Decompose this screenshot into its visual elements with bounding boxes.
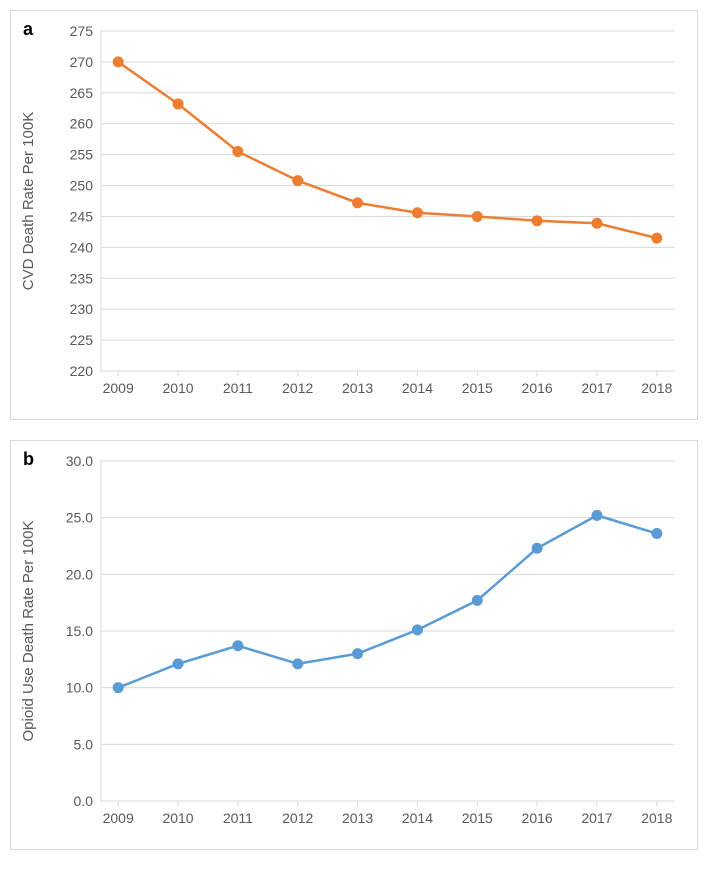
x-tick-label: 2013 bbox=[342, 380, 373, 396]
data-marker bbox=[293, 659, 303, 669]
data-marker bbox=[472, 211, 482, 221]
y-tick-label: 15.0 bbox=[66, 623, 93, 639]
x-tick-label: 2018 bbox=[641, 380, 672, 396]
x-tick-label: 2017 bbox=[581, 380, 612, 396]
y-tick-label: 25.0 bbox=[66, 510, 93, 526]
x-tick-label: 2012 bbox=[282, 380, 313, 396]
y-tick-label: 235 bbox=[70, 270, 94, 286]
chart-a-container: a 220 225 230 235 240 245 250 255 260 265 270 275 20… bbox=[10, 10, 698, 420]
x-tick-label: 2015 bbox=[462, 380, 493, 396]
data-marker bbox=[353, 198, 363, 208]
x-tick-label: 2016 bbox=[522, 380, 553, 396]
y-tick-label: 230 bbox=[70, 301, 94, 317]
data-marker bbox=[233, 147, 243, 157]
y-tick-label: 260 bbox=[70, 116, 94, 132]
y-tick-label: 255 bbox=[70, 147, 94, 163]
data-marker bbox=[233, 641, 243, 651]
x-tick-label: 2016 bbox=[522, 810, 553, 826]
panel-label-b: b bbox=[23, 449, 34, 470]
y-tick-label: 20.0 bbox=[66, 566, 93, 582]
data-marker bbox=[113, 57, 123, 67]
y-tick-label: 265 bbox=[70, 85, 94, 101]
y-tick-label: 245 bbox=[70, 208, 94, 224]
data-marker bbox=[173, 659, 183, 669]
y-axis-label: CVD Death Rate Per 100K bbox=[20, 112, 37, 290]
y-tick-label: 10.0 bbox=[66, 680, 93, 696]
y-tick-label: 275 bbox=[70, 23, 94, 39]
y-axis-label: Opioid Use Death Rate Per 100K bbox=[20, 521, 37, 742]
x-tick-label: 2012 bbox=[282, 810, 313, 826]
chart-b-container: b 0.0 5.0 10.0 15.0 20.0 25.0 30.0 2009 2010 2011… bbox=[10, 440, 698, 850]
data-marker bbox=[353, 649, 363, 659]
data-marker bbox=[412, 625, 422, 635]
x-tick-label: 2009 bbox=[103, 380, 134, 396]
data-line bbox=[118, 515, 657, 687]
x-tick-label: 2010 bbox=[162, 380, 193, 396]
chart-b-svg: 0.0 5.0 10.0 15.0 20.0 25.0 30.0 2009 2010 2011 20… bbox=[11, 441, 699, 851]
x-tick-label: 2014 bbox=[402, 380, 433, 396]
x-tick-label: 2014 bbox=[402, 810, 433, 826]
y-tick-label: 270 bbox=[70, 54, 94, 70]
y-tick-label: 220 bbox=[70, 363, 94, 379]
data-marker bbox=[532, 216, 542, 226]
data-marker bbox=[113, 683, 123, 693]
x-tick-label: 2011 bbox=[223, 810, 253, 826]
x-tick-label: 2013 bbox=[342, 810, 373, 826]
panel-label-a: a bbox=[23, 19, 33, 40]
data-line bbox=[118, 62, 657, 238]
y-tick-label: 0.0 bbox=[74, 793, 94, 809]
data-marker bbox=[532, 543, 542, 553]
y-tick-label: 30.0 bbox=[66, 453, 93, 469]
x-tick-label: 2017 bbox=[581, 810, 612, 826]
y-tick-label: 225 bbox=[70, 332, 94, 348]
data-marker bbox=[592, 218, 602, 228]
chart-a-svg: 220 225 230 235 240 245 250 255 260 265 270 275 2009… bbox=[11, 11, 699, 421]
data-marker bbox=[652, 233, 662, 243]
data-marker bbox=[592, 510, 602, 520]
data-marker bbox=[652, 529, 662, 539]
x-tick-label: 2010 bbox=[162, 810, 193, 826]
y-tick-label: 240 bbox=[70, 239, 94, 255]
x-tick-label: 2018 bbox=[641, 810, 672, 826]
data-marker bbox=[173, 99, 183, 109]
y-tick-label: 250 bbox=[70, 178, 94, 194]
x-tick-label: 2009 bbox=[103, 810, 134, 826]
y-tick-label: 5.0 bbox=[74, 736, 94, 752]
data-marker bbox=[412, 208, 422, 218]
x-tick-label: 2011 bbox=[223, 380, 253, 396]
data-marker bbox=[293, 176, 303, 186]
x-tick-label: 2015 bbox=[462, 810, 493, 826]
data-marker bbox=[472, 595, 482, 605]
